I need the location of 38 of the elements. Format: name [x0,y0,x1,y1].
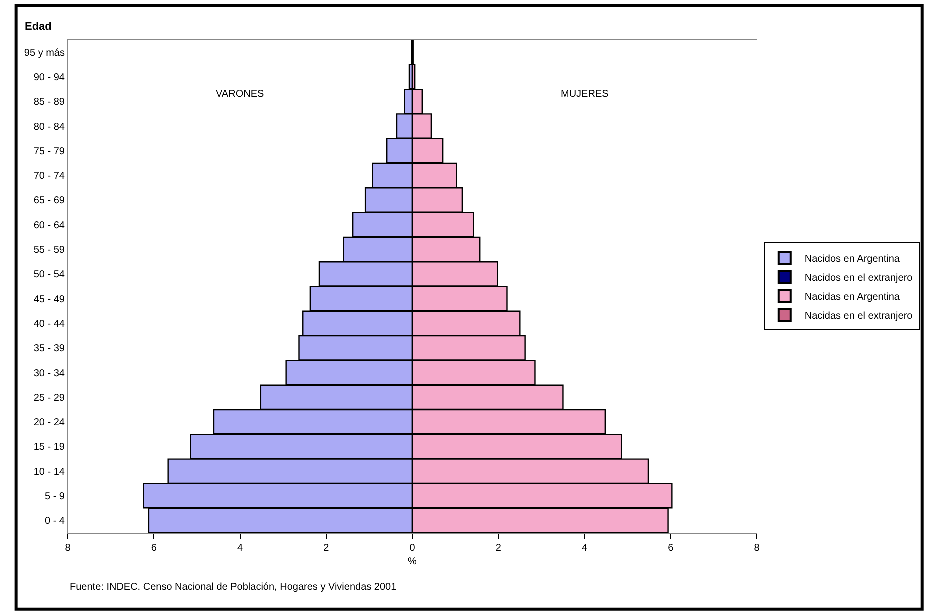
y-axis-title: Edad [25,21,52,33]
y-tick-label: 5 - 9 [44,492,66,503]
x-tick-label: 4 [237,543,244,554]
y-tick-label: 60 - 64 [34,220,66,232]
annotation: VARONES [216,89,264,100]
y-tick-label: 30 - 34 [34,368,66,380]
x-tick-label: 4 [582,543,588,554]
legend-label: Nacidos en el extranjero [804,272,914,284]
y-tick-label: 35 - 39 [34,344,66,355]
y-tick-label: 80 - 84 [34,122,66,133]
x-tick-label: 6 [151,543,158,554]
y-tick-label: 55 - 59 [34,245,66,256]
legend-label: Nacidas en el extranjero [804,310,914,322]
y-tick-label: 90 - 94 [34,72,66,84]
y-tick-label: 50 - 54 [34,270,66,281]
x-tick-label: 2 [324,543,330,554]
y-tick-label: 70 - 74 [34,171,66,182]
y-tick-label: 85 - 89 [34,97,66,108]
y-tick-label: 10 - 14 [34,466,66,478]
y-tick-label: 25 - 29 [34,392,66,404]
x-tick-label: 0 [410,543,416,554]
y-tick-label: 40 - 44 [34,318,66,330]
x-tick-label: 2 [496,543,502,554]
y-tick-label: 75 - 79 [34,146,66,158]
y-tick-label: 95 y más [24,48,65,59]
x-tick-label: 8 [65,543,72,554]
y-tick-label: 15 - 19 [34,442,66,454]
x-tick-label: 6 [668,543,674,554]
x-axis-title: % [408,556,418,568]
annotation: MUJERES [561,89,610,100]
y-tick-label: 20 - 24 [34,418,66,429]
source-note: Fuente: INDEC. Censo Nacional de Población, Hogares y Viviendas 2001 [70,582,398,593]
y-tick-label: 65 - 69 [34,196,66,207]
x-tick-label: 8 [754,543,760,554]
legend-label: Nacidas en Argentina [804,292,900,303]
legend-label: Nacidos en Argentina [804,254,900,265]
y-tick-label: 45 - 49 [34,294,66,306]
y-tick-label: 0 - 4 [44,516,66,528]
